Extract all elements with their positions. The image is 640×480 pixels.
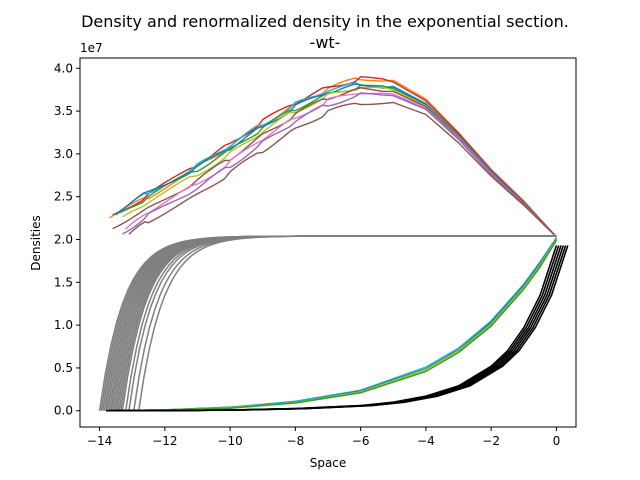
chart-title: Density and renormalized density in the … (81, 12, 569, 31)
exponential-curve (117, 245, 569, 412)
x-tick-label: −8 (287, 434, 305, 448)
y-tick-label: 3.0 (54, 147, 73, 161)
axes-frame (79, 57, 577, 428)
density-curve (122, 92, 557, 238)
x-axis-label: Space (310, 456, 347, 470)
x-axis: −14 −12 −10 −8 −6 −4 −2 0 (87, 427, 560, 448)
y-axis-label: Densities (29, 215, 43, 271)
x-tick-label: −12 (152, 434, 177, 448)
density-curve (115, 83, 557, 238)
density-curve (128, 101, 557, 238)
y-tick-label: 3.5 (54, 104, 73, 118)
x-tick-label: −6 (352, 434, 370, 448)
x-tick-label: −4 (417, 434, 435, 448)
rising-curve (115, 240, 558, 412)
x-tick-label: −10 (217, 434, 242, 448)
y-tick-label: 2.0 (54, 233, 73, 247)
y-tick-label: 4.0 (54, 61, 73, 75)
y-offset-label: 1e7 (80, 41, 103, 55)
y-tick-label: 2.5 (54, 190, 73, 204)
chart-subtitle: -wt- (310, 33, 341, 52)
y-tick-label: 0.0 (54, 404, 73, 418)
y-tick-label: 1.5 (54, 275, 73, 289)
x-tick-label: 0 (553, 434, 561, 448)
x-tick-label: −2 (482, 434, 500, 448)
x-tick-label: −14 (87, 434, 112, 448)
renormalized-curve (137, 235, 557, 411)
y-axis: 0.0 0.5 1.0 1.5 2.0 2.5 3.0 3.5 4.0 (54, 61, 80, 418)
y-tick-label: 1.0 (54, 318, 73, 332)
y-tick-label: 0.5 (54, 361, 73, 375)
plot-area (98, 75, 569, 412)
